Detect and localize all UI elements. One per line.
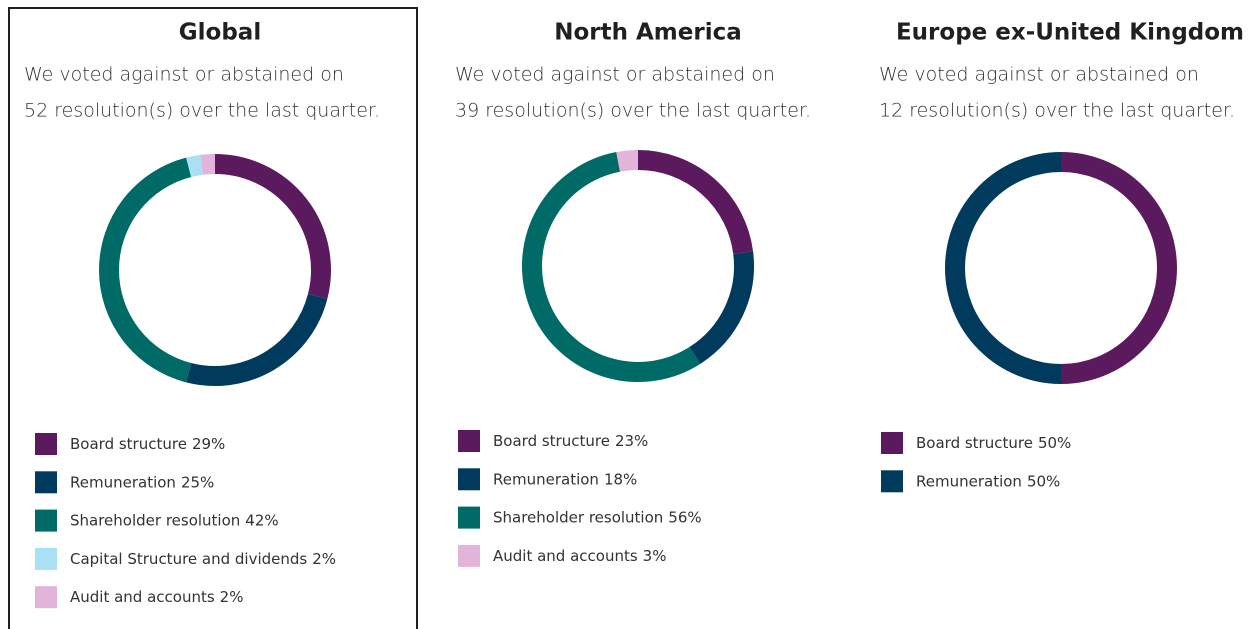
donut-segment [616,150,639,172]
legend-label: Shareholder resolution 42% [70,511,279,529]
legend-category: Audit and accounts [70,588,215,606]
legend-value: 2% [312,549,336,567]
highlight-box [8,7,418,629]
legend-swatch [458,430,480,452]
legend-value: 23% [615,432,648,450]
donut-segment [522,152,701,382]
donut-segment [186,293,328,386]
subtitle: We voted against or abstained on [879,64,1199,86]
donut-segment [637,150,754,255]
legend-category: Board structure [493,432,610,450]
legend-value: 18% [604,470,637,488]
legend-label: Remuneration 18% [493,470,637,488]
subtitle: 52 resolution(s) over the last quarter. [24,100,380,122]
legend-category: Remuneration [70,473,176,491]
legend-category: Shareholder resolution [493,508,663,526]
chart-title: Europe ex-United Kingdom [896,20,1244,46]
legend-value: 56% [668,508,701,526]
donut-segment [186,154,204,178]
legend-swatch [35,433,57,455]
legend-swatch [881,470,903,493]
subtitle: 39 resolution(s) over the last quarter. [455,100,811,122]
legend-value: 29% [192,435,225,453]
subtitle: We voted against or abstained on [24,64,344,86]
legend-value: 25% [181,473,214,491]
legend-label: Remuneration 25% [70,473,214,491]
legend-label: Audit and accounts 2% [70,588,243,606]
donut-segment [200,154,216,175]
donut-segment [214,154,331,299]
legend-category: Capital Structure and dividends [70,549,307,567]
donut-segment [1060,152,1177,384]
legend-category: Board structure [916,434,1033,452]
legend-label: Remuneration 50% [916,472,1060,490]
legend-swatch [35,547,57,570]
legend-category: Remuneration [916,472,1022,490]
legend-label: Board structure 50% [916,434,1071,452]
legend-label: Audit and accounts 3% [493,546,666,564]
legend-category: Remuneration [493,470,599,488]
subtitle: 12 resolution(s) over the last quarter. [879,100,1235,122]
subtitle: We voted against or abstained on [455,64,775,86]
legend-value: 50% [1038,434,1071,452]
legend-category: Shareholder resolution [70,511,240,529]
legend-swatch [458,544,480,567]
chart-title: North America [554,20,742,46]
legend-category: Audit and accounts [493,546,638,564]
legend-value: 42% [245,511,278,529]
legend-label: Capital Structure and dividends 2% [70,549,336,567]
legend-swatch [35,509,57,532]
legend-swatch [458,506,480,529]
legend-swatch [458,468,480,491]
chart-title: Global [179,20,261,46]
legend-value: 3% [643,546,667,564]
donut-segment [945,152,1062,384]
legend-label: Board structure 29% [70,435,225,453]
legend-label: Shareholder resolution 56% [493,508,702,526]
legend-value: 50% [1027,472,1060,490]
legend-swatch [35,586,57,609]
legend-label: Board structure 23% [493,432,648,450]
legend-category: Board structure [70,435,187,453]
donut-segment [99,157,192,383]
legend-swatch [881,432,903,454]
legend-value: 2% [220,588,244,606]
legend-swatch [35,471,57,494]
donut-segment [689,251,754,364]
